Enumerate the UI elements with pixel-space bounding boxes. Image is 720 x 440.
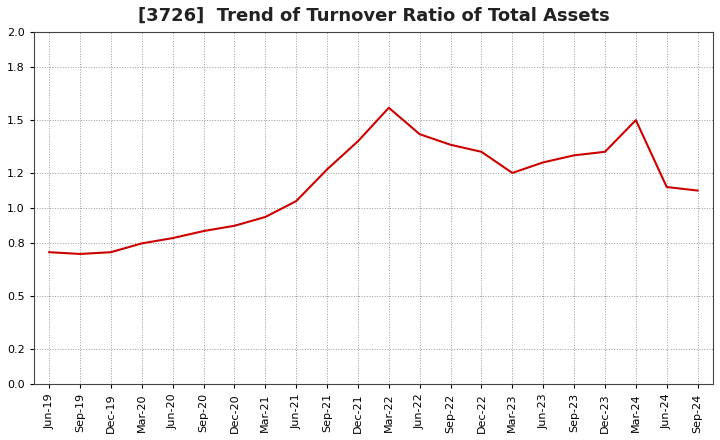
Title: [3726]  Trend of Turnover Ratio of Total Assets: [3726] Trend of Turnover Ratio of Total … xyxy=(138,7,609,25)
